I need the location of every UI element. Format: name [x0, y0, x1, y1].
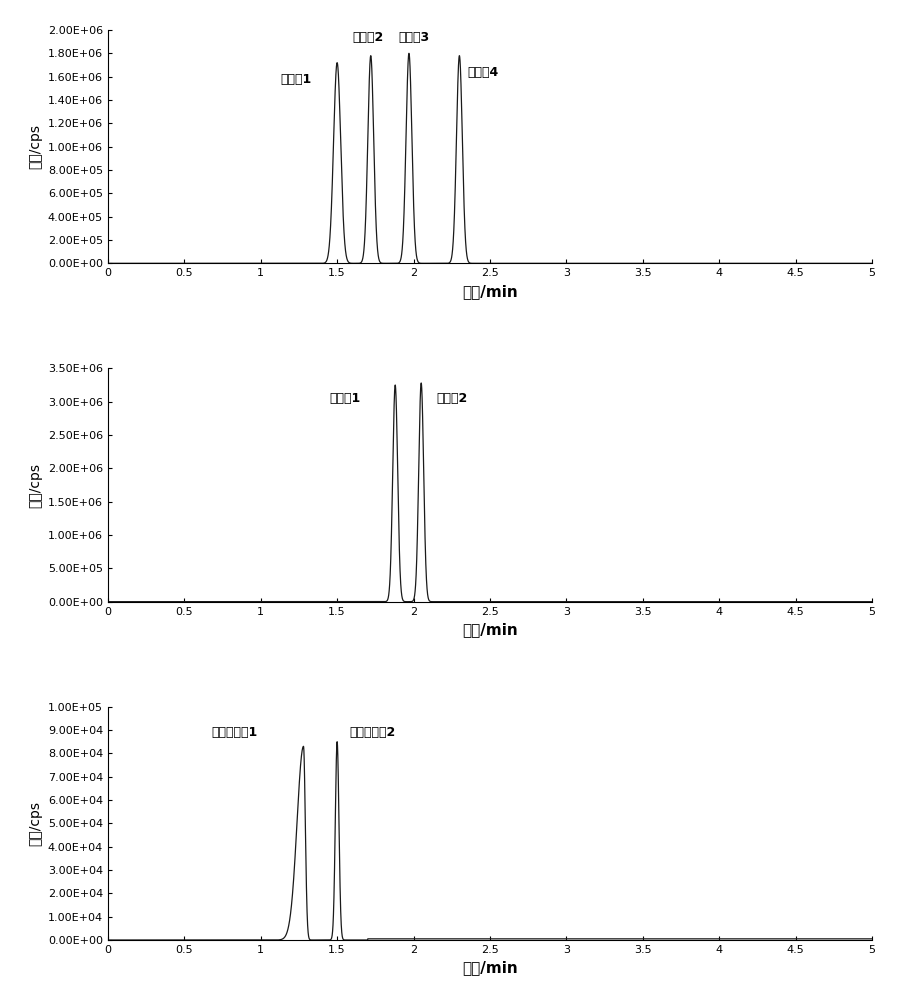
Y-axis label: 响应/cps: 响应/cps — [29, 462, 42, 508]
X-axis label: 时间/min: 时间/min — [462, 284, 518, 299]
Text: 叶菌吂1: 叶菌吂1 — [330, 392, 360, 405]
Text: 糺菌吂1: 糺菌吂1 — [280, 73, 312, 86]
Text: 内氯三唷畒2: 内氯三唷畒2 — [350, 726, 396, 739]
X-axis label: 时间/min: 时间/min — [462, 960, 518, 975]
Text: 叶菌吂2: 叶菌吂2 — [437, 392, 467, 405]
Text: 内氯三唷畒1: 内氯三唷畒1 — [212, 726, 258, 739]
Text: 糺菌吂2: 糺菌吂2 — [352, 31, 384, 44]
Y-axis label: 响应/cps: 响应/cps — [28, 801, 42, 846]
X-axis label: 时间/min: 时间/min — [462, 622, 518, 637]
Y-axis label: 响应/cps: 响应/cps — [29, 124, 42, 169]
Text: 糺菌吂4: 糺菌吂4 — [467, 66, 498, 79]
Text: 糺菌吂3: 糺菌吂3 — [398, 31, 430, 44]
